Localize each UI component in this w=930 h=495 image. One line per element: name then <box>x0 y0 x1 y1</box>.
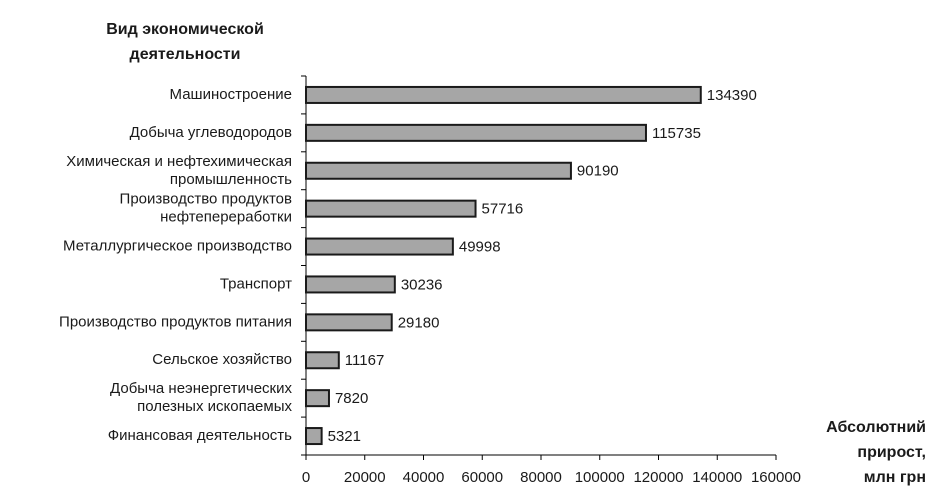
value-label: 7820 <box>335 390 368 407</box>
x-tick-label: 140000 <box>692 469 742 486</box>
y-tick-label: Сельское хозяйство <box>152 351 292 368</box>
y-tick-label: Добыча углеводородов <box>130 124 292 141</box>
bar <box>305 389 330 408</box>
value-label: 5321 <box>328 428 361 445</box>
bar <box>305 161 572 180</box>
y-axis-title: Вид экономической деятельности <box>106 21 264 63</box>
y-tick-label: Финансовая деятельность <box>108 427 292 444</box>
value-label: 30236 <box>401 276 443 293</box>
bar <box>305 237 454 256</box>
y-tick-label: Производство продуктов питания <box>59 313 292 330</box>
value-label: 49998 <box>459 239 501 256</box>
bar <box>305 427 323 446</box>
value-label: 57716 <box>482 201 524 218</box>
x-tick-label: 40000 <box>403 469 445 486</box>
bar <box>305 199 477 218</box>
y-tick-label: Добыча неэнергетических полезных ископаем… <box>110 380 292 415</box>
value-label: 11167 <box>345 352 385 369</box>
x-tick-label: 60000 <box>461 469 503 486</box>
x-tick-label: 120000 <box>633 469 683 486</box>
value-label: 134390 <box>707 87 757 104</box>
bar <box>305 123 647 142</box>
value-label: 115735 <box>652 125 701 142</box>
bar <box>305 313 393 332</box>
y-tick-label: Машиностроение <box>170 86 292 103</box>
x-tick-label: 80000 <box>520 469 562 486</box>
bar <box>305 85 702 104</box>
x-axis-title: Абсолютний прирост, млн грн <box>826 419 926 486</box>
bar <box>305 351 340 370</box>
y-tick-label: Металлургическое производство <box>63 238 292 255</box>
y-tick-label: Химическая и нефтехимическая промышленнос… <box>66 153 292 188</box>
x-tick-label: 20000 <box>344 469 386 486</box>
x-tick-label: 0 <box>302 469 310 486</box>
y-tick-label: Производство продуктов нефтепереработки <box>120 191 292 226</box>
x-tick-label: 100000 <box>575 469 625 486</box>
x-tick-label: 160000 <box>751 469 801 486</box>
value-label: 90190 <box>577 163 619 180</box>
bar <box>305 275 396 294</box>
value-label: 29180 <box>398 314 440 331</box>
y-tick-label: Транспорт <box>220 275 292 292</box>
